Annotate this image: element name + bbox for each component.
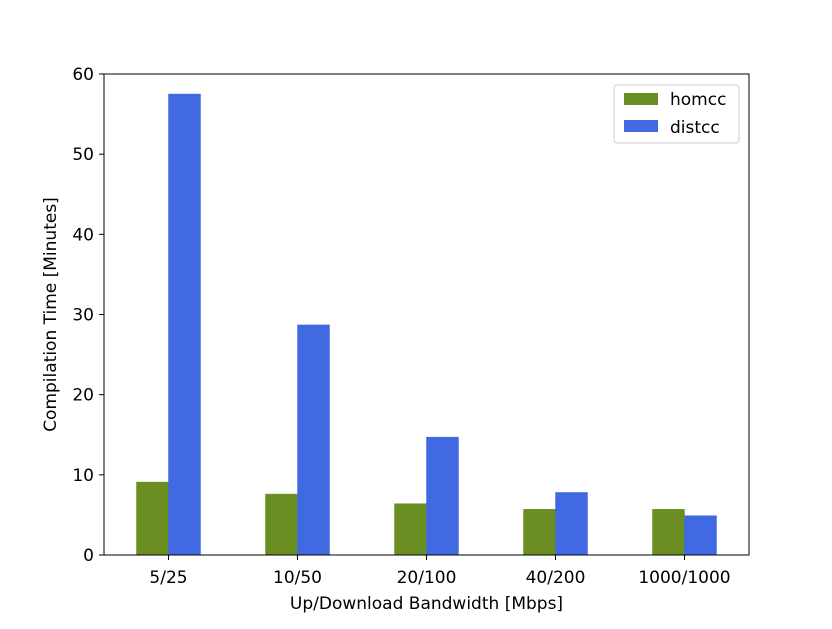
bar-distcc-5-25 bbox=[168, 93, 201, 556]
x-tick-label: 20/100 bbox=[397, 568, 457, 588]
bar-homcc-1000-1000 bbox=[652, 509, 685, 556]
x-tick-label: 10/50 bbox=[273, 568, 322, 588]
bar-homcc-20-100 bbox=[394, 503, 427, 556]
y-tick-label: 60 bbox=[72, 65, 94, 85]
y-tick-label: 10 bbox=[72, 466, 94, 486]
x-axis: 5/25 10/50 20/100 40/200 1000/1000 bbox=[149, 555, 731, 588]
legend-swatch-homcc bbox=[624, 93, 658, 105]
legend-label-distcc: distcc bbox=[670, 118, 720, 138]
bar-distcc-40-200 bbox=[555, 492, 588, 556]
bar-distcc-20-100 bbox=[426, 436, 459, 556]
bar-distcc-10-50 bbox=[297, 324, 330, 556]
y-tick-label: 20 bbox=[72, 386, 94, 406]
bars bbox=[136, 93, 717, 556]
y-tick-label: 50 bbox=[72, 145, 94, 165]
x-tick-label: 1000/1000 bbox=[638, 568, 730, 588]
bar-homcc-40-200 bbox=[523, 509, 556, 556]
bar-distcc-1000-1000 bbox=[684, 515, 717, 556]
legend: homcc distcc bbox=[613, 84, 740, 144]
y-tick-label: 30 bbox=[72, 306, 94, 326]
bar-homcc-5-25 bbox=[136, 481, 169, 556]
legend-swatch-distcc bbox=[624, 120, 658, 132]
y-tick-label: 40 bbox=[72, 225, 94, 245]
legend-label-homcc: homcc bbox=[670, 90, 726, 110]
plot-area-frame bbox=[103, 73, 750, 556]
x-axis-label: Up/Download Bandwidth [Mbps] bbox=[290, 594, 563, 614]
bar-homcc-10-50 bbox=[265, 493, 298, 556]
y-tick-label: 0 bbox=[83, 546, 94, 566]
x-tick-label: 40/200 bbox=[526, 568, 586, 588]
y-axis-label: Compilation Time [Minutes] bbox=[41, 197, 61, 432]
x-tick-label: 5/25 bbox=[149, 568, 187, 588]
y-axis: 0 10 20 30 40 50 60 bbox=[72, 65, 104, 566]
